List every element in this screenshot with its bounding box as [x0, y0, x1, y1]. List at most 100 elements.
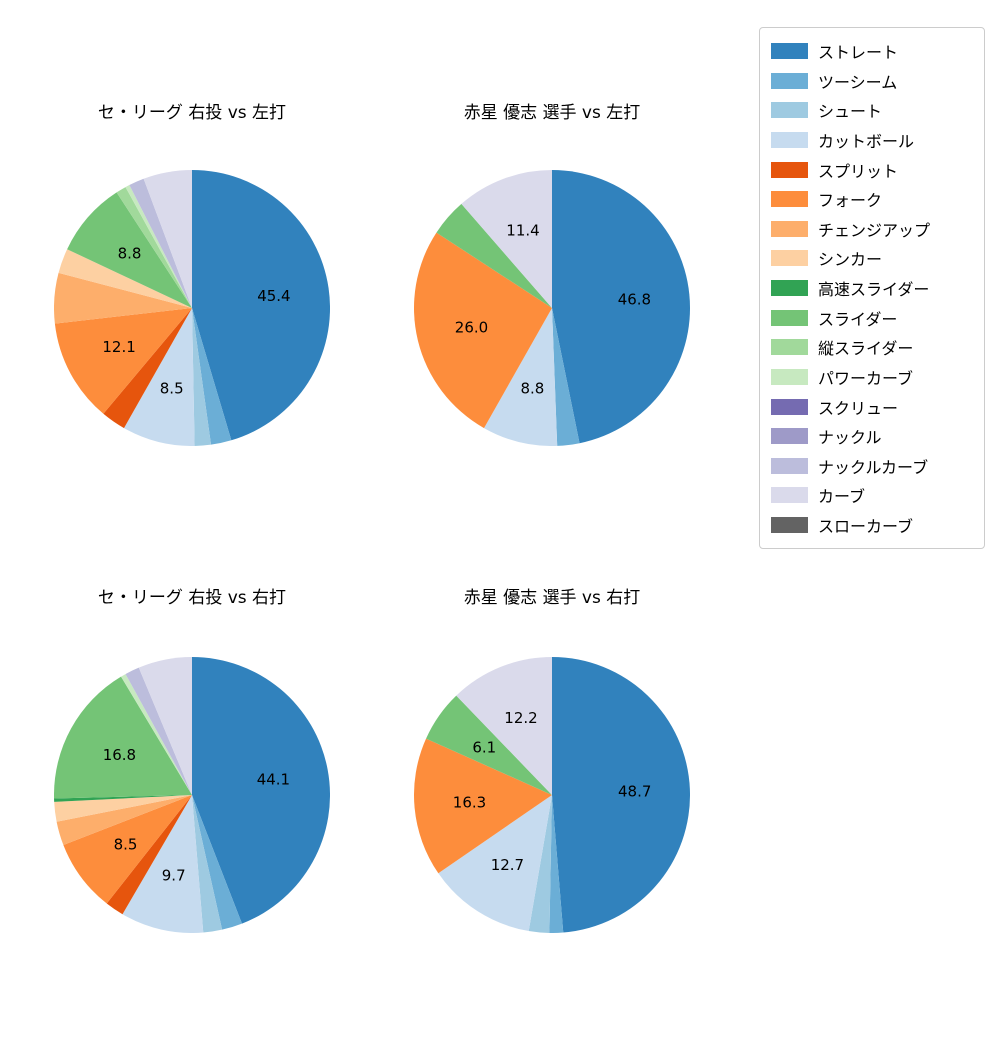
chart-title-player-vs-right: 赤星 優志 選手 vs 右打: [463, 588, 641, 608]
legend-item-label: スライダー: [818, 309, 898, 329]
pie-chart-league-vs-right: セ・リーグ 右投 vs 右打 ストレートツーシームシュートカットボールスプリット…: [32, 586, 352, 1056]
chart-title-player-vs-left: 赤星 優志 選手 vs 左打: [463, 103, 641, 123]
legend-item-label: ツーシーム: [818, 72, 898, 92]
pie-slice: カットボール: [438, 795, 552, 932]
legend-item-label: スクリュー: [818, 398, 899, 418]
pie-slice: カーブ: [143, 170, 192, 308]
pie-slice: 高速スライダー: [54, 795, 192, 802]
pie-slice: フォーク: [63, 795, 193, 904]
pie-slice: スライダー: [67, 192, 192, 308]
legend-swatch: [771, 102, 808, 119]
pie-value-label: 12.2: [504, 709, 537, 727]
pie-league-vs-right: ストレートツーシームシュートカットボールスプリットフォークチェンジアップシンカー…: [54, 657, 330, 933]
pie-value-label: 6.1: [472, 738, 496, 756]
pie-slice: カットボール: [484, 308, 558, 446]
pie-player-vs-left: ストレートツーシームカットボールフォークスライダーカーブ 46.8 8.8 26.0 1…: [414, 170, 690, 446]
pie-slice: カーブ: [456, 657, 552, 795]
pie-value-label: 11.4: [506, 222, 539, 240]
pie-slice: カットボール: [124, 308, 195, 446]
legend-swatch: [771, 368, 808, 385]
pie-slice: ストレート: [192, 170, 330, 441]
pie-slice: スプリット: [103, 308, 192, 429]
pie-slice: シンカー: [54, 795, 192, 822]
pie-slice: 縦スライダー: [116, 187, 192, 308]
legend-item-label: フォーク: [818, 191, 883, 211]
pie-value-label: 8.5: [114, 835, 138, 853]
legend-item: スプリット: [771, 156, 973, 184]
pie-chart-player-vs-right: 赤星 優志 選手 vs 右打 ストレートツーシームシュートカットボールフォークス…: [392, 586, 712, 1056]
pie-value-label: 12.7: [491, 856, 524, 874]
legend-swatch: [771, 191, 808, 208]
legend-item: シュート: [771, 96, 973, 124]
pie-value-label: 8.8: [520, 380, 544, 398]
legend-swatch: [771, 250, 808, 267]
pie-value-label: 8.8: [118, 245, 142, 263]
pie-value-label: 45.4: [257, 287, 290, 305]
pie-value-label: 44.1: [257, 771, 290, 789]
pie-value-label: 26.0: [455, 319, 488, 337]
legend-item-label: シュート: [818, 102, 883, 122]
pie-slice: シンカー: [58, 249, 192, 308]
legend-item-label: 縦スライダー: [818, 339, 914, 359]
pie-slice: シュート: [192, 795, 223, 933]
pie-slice: ツーシーム: [549, 795, 564, 933]
pie-slice: パワーカーブ: [125, 185, 192, 308]
pie-slice: チェンジアップ: [54, 272, 192, 324]
pie-slice: ナックルカーブ: [125, 667, 192, 795]
pie-chart-player-vs-left: 赤星 優志 選手 vs 左打 ストレートツーシームカットボールフォークスライダー…: [392, 101, 712, 571]
legend-item-label: カットボール: [818, 131, 915, 151]
legend-item-label: 高速スライダー: [818, 280, 930, 299]
pie-slice: ストレート: [552, 170, 690, 444]
pie-slice: スプリット: [106, 795, 192, 915]
pie-slice: カーブ: [461, 170, 552, 308]
legend-item-label: シンカー: [818, 250, 883, 270]
legend-item-label: パワーカーブ: [818, 368, 914, 388]
legend-swatch: [771, 517, 808, 533]
pie-league-vs-left: ストレートツーシームシュートカットボールスプリットフォークチェンジアップシンカー…: [54, 170, 330, 446]
legend: ストレートツーシームシュートカットボール スプリットフォークチェンジアップシンカー…: [759, 27, 985, 549]
pie-slice: ストレート: [192, 657, 330, 924]
legend-item: ストレート: [771, 37, 973, 65]
pie-chart-league-vs-left: セ・リーグ 右投 vs 左打 ストレートツーシームシュートカットボールスプリット…: [32, 101, 352, 571]
pie-slice: シュート: [192, 308, 212, 446]
legend-item-label: スプリット: [818, 161, 899, 181]
pie-slice: ツーシーム: [192, 795, 242, 930]
legend-item-label: スローカーブ: [818, 517, 914, 536]
pie-slice: カーブ: [138, 657, 192, 795]
pie-value-label: 46.8: [618, 291, 651, 309]
pie-value-label: 12.1: [102, 338, 135, 356]
pie-slice: フォーク: [414, 232, 552, 429]
pie-slice: ツーシーム: [192, 308, 232, 445]
pie-slice: スライダー: [54, 676, 192, 799]
legend-swatch: [771, 398, 808, 415]
pie-slice: ストレート: [552, 657, 690, 933]
pie-slice: ナックルカーブ: [129, 178, 192, 308]
legend-swatch: [771, 220, 808, 237]
legend-swatch: [771, 161, 808, 178]
legend-item-label: ナックル: [818, 428, 882, 448]
pie-slice: カットボール: [122, 795, 204, 933]
legend-item: スクリュー: [771, 393, 973, 421]
legend-swatch: [771, 72, 808, 89]
legend-item: スライダー: [771, 304, 973, 332]
pie-slice: スライダー: [426, 695, 552, 795]
legend-item: カーブ: [771, 481, 973, 509]
legend-item: スローカーブ: [771, 511, 973, 539]
legend-item: フォーク: [771, 185, 973, 213]
legend-item: チェンジアップ: [771, 215, 973, 243]
pie-player-vs-right: ストレートツーシームシュートカットボールフォークスライダーカーブ 48.7 12.7…: [414, 657, 690, 933]
legend-item: シンカー: [771, 244, 973, 272]
legend-swatch: [771, 487, 808, 504]
legend-item: ナックル: [771, 422, 973, 450]
pie-slice: フォーク: [414, 738, 552, 874]
legend-item: 縦スライダー: [771, 333, 973, 361]
pie-slice: ツーシーム: [552, 308, 580, 446]
legend-item: ツーシーム: [771, 67, 973, 95]
legend-item: 高速スライダー: [771, 274, 973, 302]
legend-swatch: [771, 43, 808, 59]
pie-value-label: 9.7: [162, 867, 186, 885]
pie-value-label: 48.7: [618, 783, 651, 801]
legend-item-label: カーブ: [818, 487, 866, 507]
pie-slice: シュート: [528, 795, 552, 933]
pie-slice: スライダー: [436, 203, 552, 308]
